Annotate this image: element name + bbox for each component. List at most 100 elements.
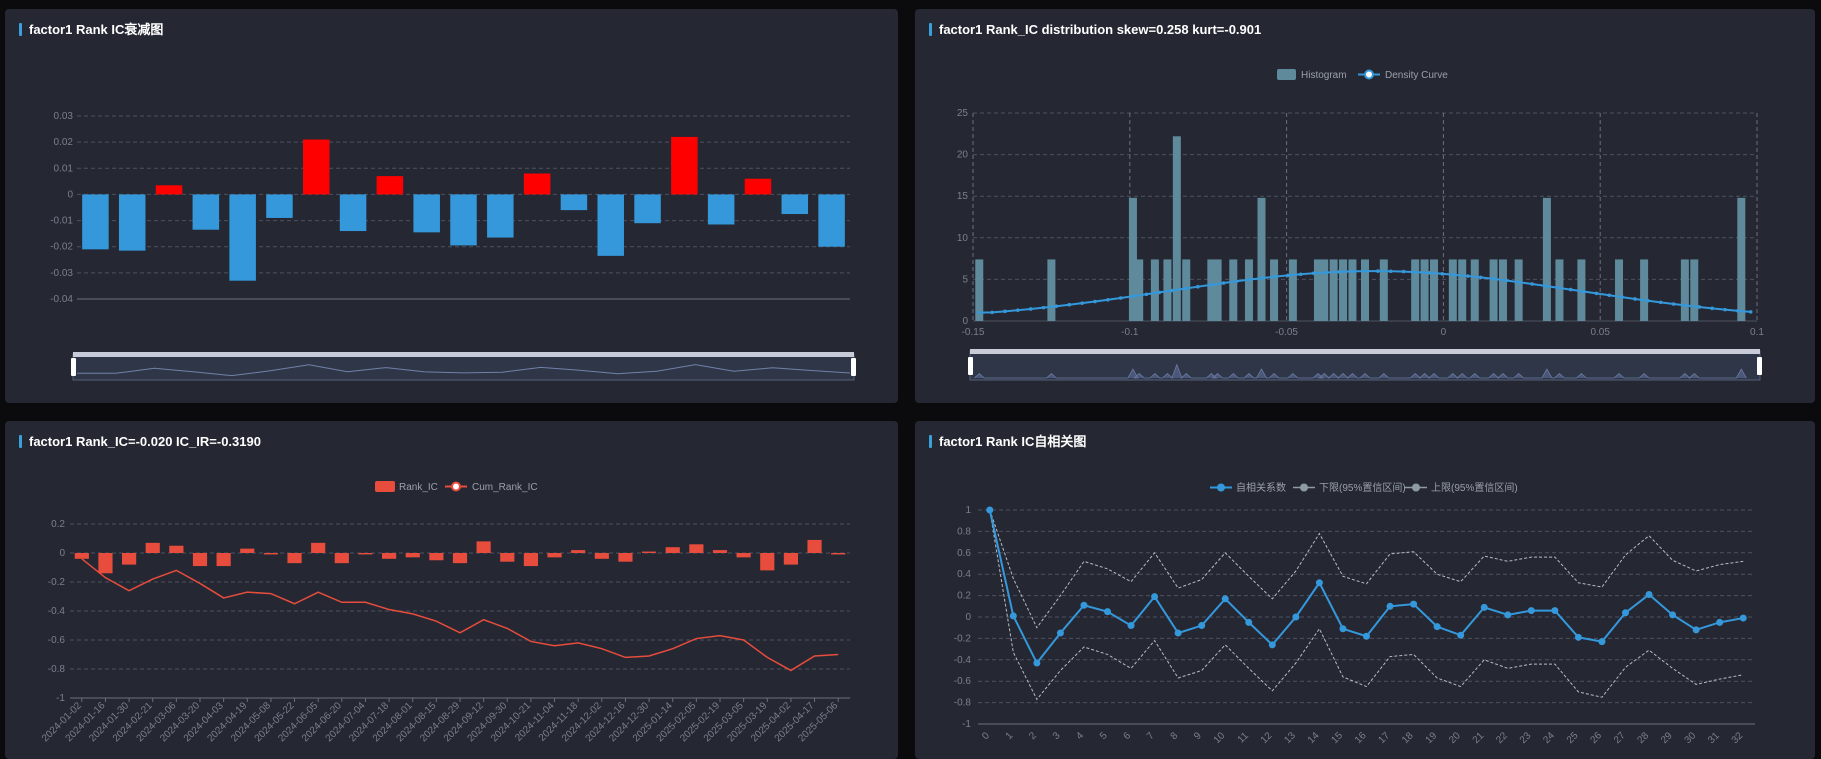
x-tick-label: -0.15: [962, 327, 985, 338]
density-point: [1234, 279, 1239, 284]
histogram-bar: [1737, 197, 1746, 321]
histogram-bar: [1320, 259, 1329, 321]
rank-ic-bar: [263, 553, 278, 555]
density-point: [1581, 289, 1586, 294]
y-tick-label: -0.4: [954, 655, 972, 666]
rank-ic-bar: [122, 553, 137, 565]
rank-ic-bar: [500, 553, 515, 562]
bar: [781, 194, 809, 215]
x-tick-label: 21: [1471, 730, 1487, 746]
rank-ic-panel: factor1 Rank_IC=-0.020 IC_IR=-0.3190 Ran…: [5, 421, 898, 759]
y-tick-label: 0.4: [957, 569, 971, 580]
x-tick-label: 15: [1329, 730, 1345, 746]
acf-point: [1198, 622, 1206, 630]
density-point: [1067, 302, 1072, 307]
density-point: [990, 310, 994, 315]
density-point: [1453, 273, 1457, 277]
histogram-bar: [1420, 259, 1429, 321]
bar: [597, 194, 624, 256]
acf-line: [988, 509, 1744, 665]
density-point: [1594, 291, 1599, 296]
datazoom-bar: [970, 349, 1760, 354]
acf-point: [1692, 626, 1700, 634]
density-point: [1646, 298, 1650, 303]
acf-point: [986, 506, 994, 514]
histogram-bar: [1690, 259, 1699, 321]
bar: [118, 194, 146, 251]
rank-ic-bar: [169, 545, 184, 553]
x-tick-label: 32: [1730, 730, 1746, 746]
rank-ic-bar: [476, 541, 491, 553]
density-point: [1736, 309, 1740, 313]
density-point: [1414, 270, 1419, 274]
acf-point: [1622, 609, 1629, 617]
legend-histogram-swatch: [1277, 69, 1296, 80]
histogram-bar: [1361, 259, 1369, 321]
density-point: [1093, 299, 1097, 304]
bar: [671, 136, 698, 195]
histogram-bar: [1329, 259, 1338, 321]
rank-ic-bar: [74, 553, 89, 559]
bar: [707, 194, 735, 225]
density-point: [1427, 271, 1432, 275]
density-point: [1196, 284, 1200, 289]
bar: [487, 194, 514, 238]
histogram-bar: [1150, 259, 1159, 321]
y-tick-label: 0.2: [957, 591, 971, 602]
bar: [303, 139, 330, 195]
density-point: [1671, 302, 1676, 306]
histogram-bar: [1182, 259, 1191, 321]
histogram-bar: [1379, 259, 1388, 321]
acf-point: [1339, 625, 1347, 633]
rank-ic-bar: [334, 553, 349, 564]
density-point: [1607, 293, 1612, 298]
datazoom-handle-right: [851, 358, 856, 376]
density-point: [1350, 269, 1354, 274]
histogram-bar: [1429, 259, 1438, 321]
x-tick-label: 16: [1353, 730, 1369, 746]
histogram-bar: [1615, 259, 1624, 321]
density-point: [1273, 274, 1277, 279]
density-point: [1041, 305, 1046, 310]
y-tick-label: -0.2: [954, 633, 972, 644]
y-tick-label: -0.8: [48, 664, 66, 675]
histogram-bar: [1448, 259, 1457, 321]
density-point: [1748, 310, 1753, 314]
density-point: [1324, 270, 1329, 275]
acf-point: [1009, 612, 1017, 620]
histogram-bar: [1514, 259, 1523, 321]
density-point: [1118, 296, 1123, 300]
density-point: [1376, 269, 1380, 273]
legend-rank-ic-label: Rank_IC: [399, 482, 438, 493]
x-tick-label: 18: [1400, 730, 1416, 746]
y-tick-label: 10: [957, 233, 969, 244]
y-tick-label: 0: [59, 548, 65, 559]
histogram-bar: [1047, 259, 1056, 321]
rank-ic-bar: [547, 553, 562, 558]
bar: [744, 178, 772, 195]
legend-density-marker: [1364, 69, 1374, 80]
density-point: [1311, 271, 1316, 276]
acf-point: [1292, 613, 1300, 621]
density-point: [1080, 301, 1084, 305]
rank-ic-bar: [145, 542, 160, 553]
distribution-chart: Histogram Density Curve 0 5 10 15 20 25 -0.15 -0.…: [957, 69, 1764, 381]
x-tick-label: 1: [1004, 730, 1016, 742]
histogram-bar: [1244, 259, 1253, 321]
upper-bound-line: [989, 509, 1744, 629]
histogram-bar: [1313, 259, 1322, 321]
density-point: [977, 310, 982, 315]
x-tick-label: -0.1: [1121, 327, 1139, 338]
density-point: [1016, 308, 1020, 312]
legend-lower-marker: [1300, 483, 1308, 492]
y-tick-label: 0: [965, 612, 971, 623]
acf-point: [1315, 579, 1323, 587]
density-point: [1478, 275, 1483, 280]
bar: [155, 185, 183, 195]
y-tick-label: -1: [56, 693, 65, 704]
density-point: [1401, 269, 1406, 274]
acf-point: [1410, 600, 1418, 608]
histogram-bar: [975, 259, 984, 321]
legend-cum-label: Cum_Rank_IC: [472, 482, 538, 493]
legend-acf-marker: [1217, 483, 1225, 492]
